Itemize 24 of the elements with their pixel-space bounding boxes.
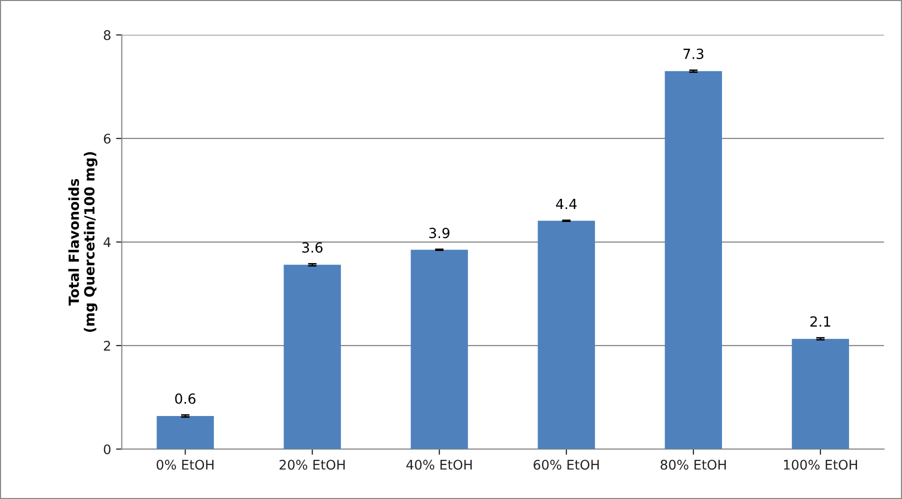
- data-label: 7.3: [684, 48, 704, 60]
- y-tick-label: 6: [104, 134, 111, 144]
- y-tick-label: 2: [104, 340, 110, 351]
- bar: [664, 71, 722, 450]
- x-tick-label: 80% EtOH: [660, 460, 726, 470]
- bar: [410, 250, 468, 450]
- bar: [538, 220, 595, 450]
- data-label: 0.6: [175, 393, 196, 404]
- x-tick-label: 60% EtOH: [534, 460, 599, 470]
- x-tick-label: 20% EtOH: [280, 460, 345, 470]
- y-tick-label: 8: [104, 30, 110, 40]
- data-label: 4.4: [556, 198, 577, 210]
- y-axis-title: Total Flavonoids (mg Quercetin/100 mg): [68, 152, 98, 332]
- x-tick-label: 100% EtOH: [784, 460, 858, 470]
- x-tick-label: 0% EtOH: [156, 460, 214, 470]
- bar: [156, 416, 214, 450]
- y-tick-label: 0: [104, 444, 110, 454]
- data-label: 3.9: [429, 228, 450, 238]
- y-tick-label: 4: [104, 237, 111, 248]
- data-label: 3.6: [302, 242, 322, 253]
- bar: [284, 264, 341, 450]
- data-label: 2.1: [810, 316, 830, 327]
- x-tick-label: 40% EtOH: [406, 460, 472, 470]
- bar: [792, 338, 850, 450]
